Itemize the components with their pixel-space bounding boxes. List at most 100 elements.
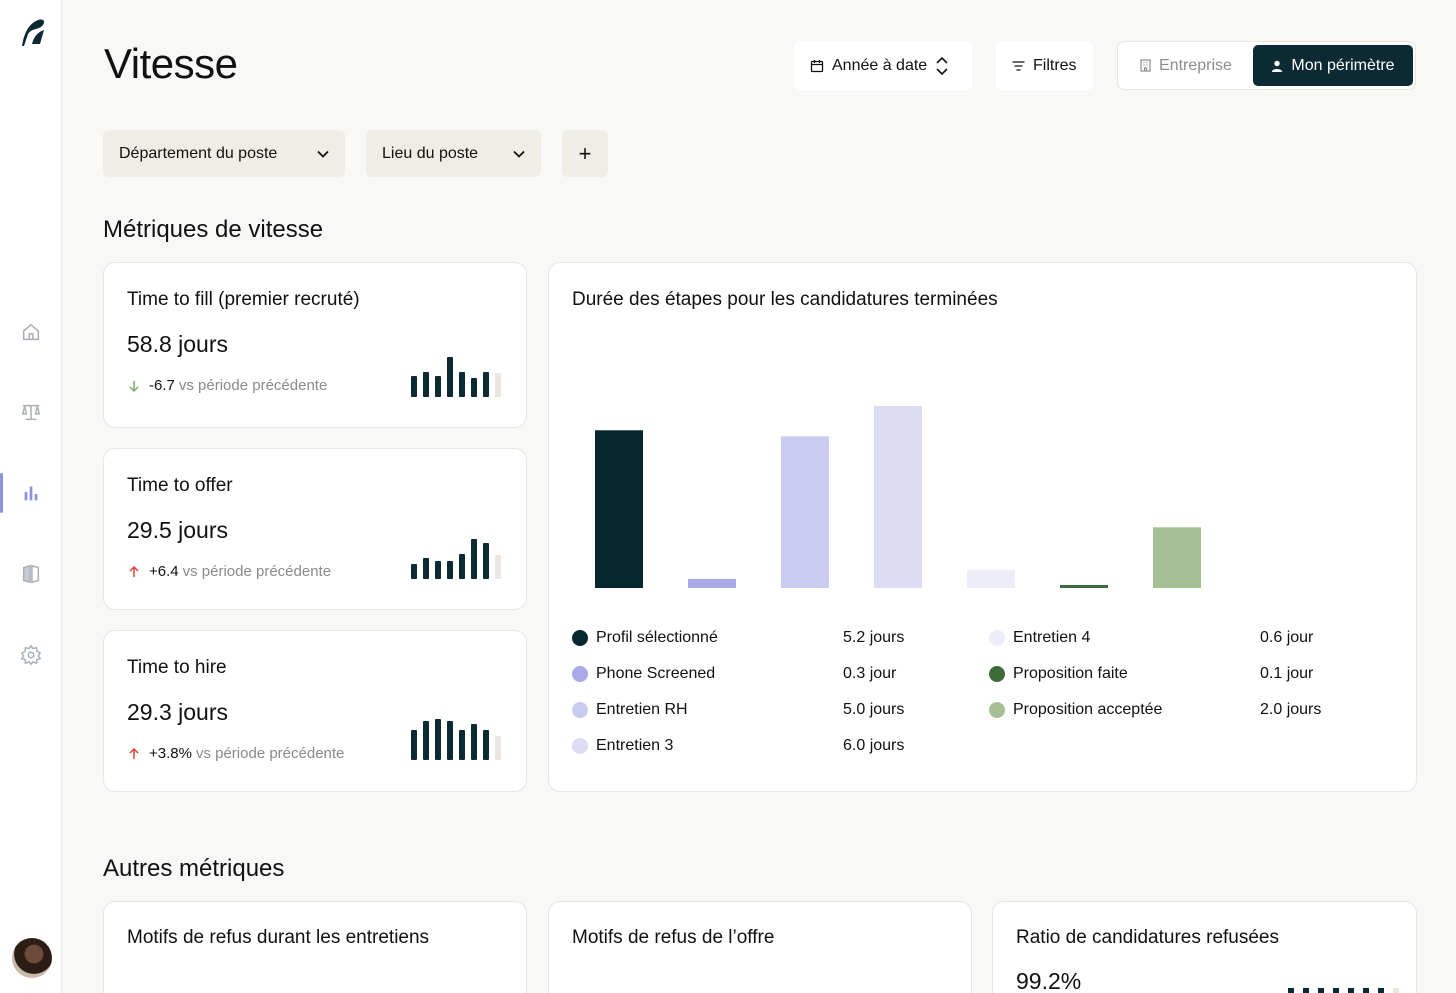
spark-bar <box>1318 988 1324 993</box>
legend-value: 2.0 jours <box>1260 701 1322 718</box>
other-metric-card-offer-refusal[interactable]: Motifs de refus de l’offre <box>548 901 972 993</box>
metric-value: 29.3 jours <box>127 699 229 725</box>
metric-delta-value: +3.8% <box>149 745 192 762</box>
metric-delta: -6.7 vs période précédente <box>127 377 327 394</box>
legend-label: Profil sélectionné <box>596 629 718 646</box>
brand-logo-icon[interactable] <box>14 14 50 50</box>
nav-balance[interactable] <box>0 390 62 434</box>
metric-sparkline <box>411 718 501 760</box>
location-filter-label: Lieu du poste <box>382 144 479 162</box>
ratio-sparkline <box>1288 988 1399 993</box>
metric-delta-label: vs période précédente <box>182 563 332 580</box>
filters-button[interactable]: Filtres <box>996 41 1093 90</box>
home-icon <box>22 323 40 341</box>
page-title: Vitesse <box>104 40 238 87</box>
spark-bar-current <box>495 736 501 760</box>
spark-bar <box>471 378 477 397</box>
scope-mine-option[interactable]: Mon périmètre <box>1253 45 1413 86</box>
spark-bar-current <box>495 373 501 397</box>
chart-bar-profil-s-lectionn-[interactable] <box>595 430 643 588</box>
avatar[interactable] <box>12 938 52 978</box>
metric-sparkline <box>411 355 501 397</box>
location-filter[interactable]: Lieu du poste <box>366 130 541 177</box>
metric-card-time-to-fill[interactable]: Time to fill (premier recruté) 58.8 jour… <box>103 262 527 428</box>
legend-value: 5.0 jours <box>843 701 905 718</box>
main-content: Vitesse Année à date Filtres Entreprise … <box>62 0 1456 993</box>
metric-card-time-to-hire[interactable]: Time to hire 29.3 jours +3.8% vs période… <box>103 630 527 792</box>
legend-value: 6.0 jours <box>843 737 905 754</box>
legend-item: Entretien RH <box>572 701 688 719</box>
period-label: Année à date <box>832 56 928 74</box>
department-filter[interactable]: Département du poste <box>103 130 345 177</box>
nav-analytics[interactable] <box>0 471 62 515</box>
legend-label: Proposition acceptée <box>1013 701 1163 718</box>
add-filter-button[interactable]: + <box>562 130 608 177</box>
legend-item: Profil sélectionné <box>572 629 718 647</box>
metric-delta-value: +6.4 <box>149 563 179 580</box>
legend-value: 5.2 jours <box>843 629 905 646</box>
plus-icon: + <box>578 140 592 166</box>
metric-delta: +3.8% vs période précédente <box>127 745 344 762</box>
building-icon <box>1140 59 1151 72</box>
chart-bar-proposition-faite[interactable] <box>1060 584 1108 588</box>
metric-title: Time to offer <box>127 475 233 496</box>
arrow-up-icon <box>129 747 139 759</box>
legend-swatch <box>572 630 588 646</box>
legend-item: Proposition acceptée <box>989 701 1162 719</box>
legend-label: Phone Screened <box>596 665 716 682</box>
metric-value: 58.8 jours <box>127 331 229 357</box>
metric-delta: +6.4 vs période précédente <box>127 563 331 580</box>
chart-bar-phone-screened[interactable] <box>688 578 736 588</box>
chart-bar-proposition-accept-e[interactable] <box>1153 527 1201 588</box>
scope-toggle: Entreprise Mon périmètre <box>1117 41 1416 90</box>
chevron-down-icon <box>513 150 525 158</box>
sidebar <box>0 0 62 993</box>
spark-bar <box>1333 988 1339 993</box>
scope-company-option[interactable]: Entreprise <box>1122 45 1250 86</box>
legend-value: 0.3 jour <box>843 665 897 682</box>
person-icon <box>1272 60 1283 72</box>
spark-bar <box>411 730 417 760</box>
other-metric-card-interview-refusal[interactable]: Motifs de refus durant les entretiens <box>103 901 527 993</box>
chart-bar-entretien-3[interactable] <box>874 406 922 588</box>
legend-swatch <box>989 630 1005 646</box>
chart-bar-entretien-4[interactable] <box>967 569 1015 588</box>
legend-item: Proposition faite <box>989 665 1128 683</box>
chart-bar-entretien-rh[interactable] <box>781 436 829 588</box>
legend-item: Phone Screened <box>572 665 715 683</box>
legend-label: Entretien 3 <box>596 737 674 754</box>
spark-bar <box>471 724 477 760</box>
spark-bar <box>435 376 441 397</box>
spark-bar <box>447 357 453 397</box>
other-metric-title: Motifs de refus durant les entretiens <box>127 927 430 948</box>
spark-bar <box>1303 988 1309 993</box>
bar-chart-icon <box>24 486 38 501</box>
book-compare-icon <box>22 564 40 584</box>
spark-bar <box>1378 988 1384 993</box>
period-selector[interactable]: Année à date <box>794 41 972 90</box>
spark-bar <box>1363 988 1369 993</box>
legend-swatch <box>989 666 1005 682</box>
calendar-icon <box>810 59 824 72</box>
metric-card-time-to-offer[interactable]: Time to offer 29.5 jours +6.4 vs période… <box>103 448 527 610</box>
spark-bar-current <box>495 555 501 579</box>
other-metric-card-refusal-ratio[interactable]: Ratio de candidatures refusées 99.2% <box>992 901 1417 993</box>
legend-value: 0.6 jour <box>1260 629 1314 646</box>
nav-home[interactable] <box>0 310 62 354</box>
other-metrics-title: Autres métriques <box>103 855 285 882</box>
legend-label: Entretien 4 <box>1013 629 1091 646</box>
spark-bar <box>483 372 489 397</box>
spark-bar <box>459 730 465 760</box>
chart-title: Durée des étapes pour les candidatures t… <box>572 289 998 310</box>
legend-item: Entretien 3 <box>572 737 673 755</box>
metric-value: 29.5 jours <box>127 517 229 543</box>
speed-metrics-title: Métriques de vitesse <box>103 216 324 243</box>
spark-bar <box>411 564 417 579</box>
filter-icon <box>1012 60 1025 71</box>
nav-settings[interactable] <box>0 633 62 677</box>
filters-label: Filtres <box>1033 56 1077 74</box>
arrow-up-icon <box>129 565 139 577</box>
metric-delta-label: vs période précédente <box>178 377 328 394</box>
nav-compare[interactable] <box>0 552 62 596</box>
stage-duration-chart-card: Durée des étapes pour les candidatures t… <box>548 262 1417 792</box>
